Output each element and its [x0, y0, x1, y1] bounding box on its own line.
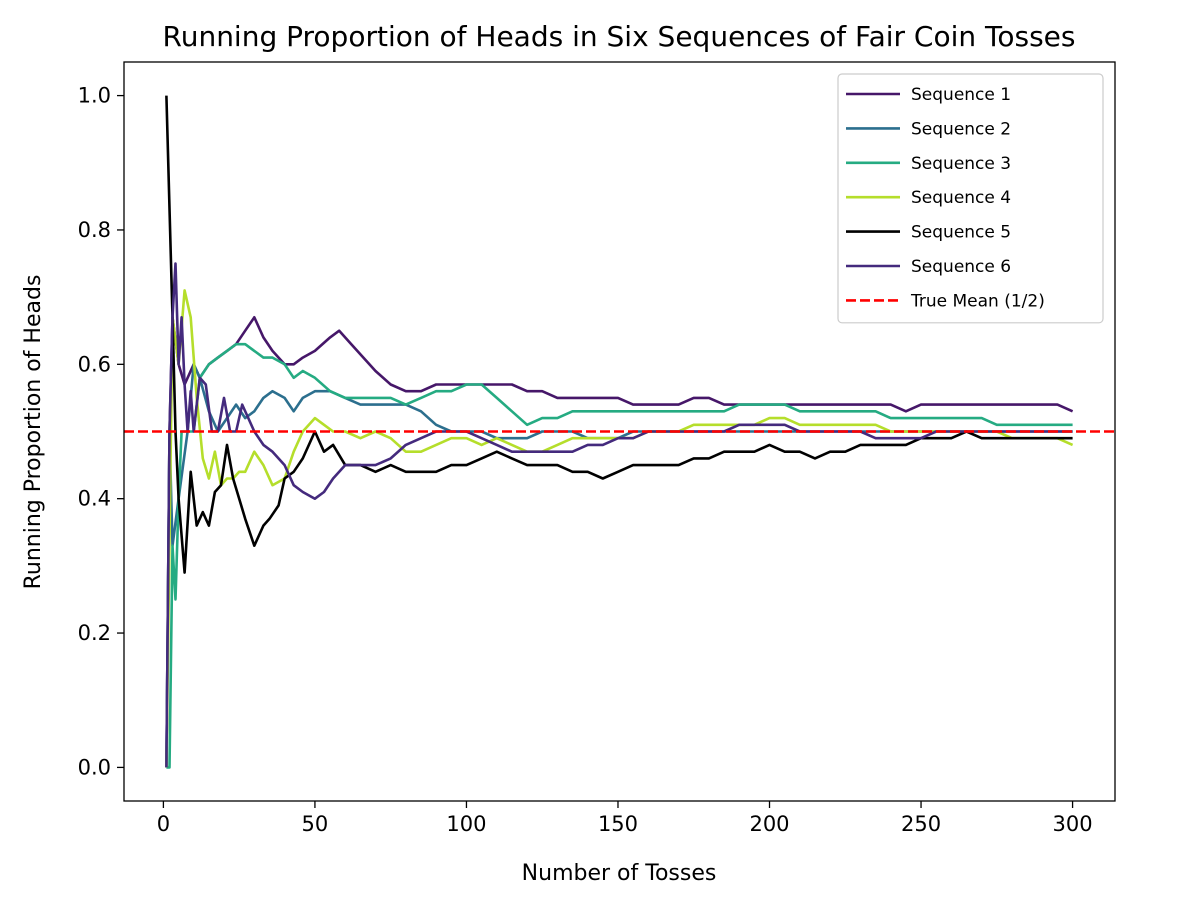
- chart-title: Running Proportion of Heads in Six Seque…: [163, 20, 1076, 53]
- legend-label: Sequence 1: [911, 85, 1011, 105]
- x-axis-label: Number of Tosses: [522, 861, 717, 886]
- y-axis-label: Running Proportion of Heads: [21, 275, 46, 590]
- series-line-6: [165, 262, 1073, 768]
- legend-label: Sequence 3: [911, 154, 1011, 174]
- legend: Sequence 1 Sequence 2 Sequence 3 Sequence 4…: [837, 73, 1104, 324]
- y-tick-label: 0.8: [78, 218, 111, 242]
- legend-box: [837, 73, 1104, 324]
- x-tick-label: 100: [446, 812, 486, 836]
- series-line-4: [165, 289, 1074, 768]
- legend-label: Sequence 4: [911, 188, 1011, 208]
- series-layer: [124, 95, 1115, 769]
- y-tick-label: 0.6: [78, 352, 111, 376]
- x-axis: 0 50 100 150 200 250 300: [157, 801, 1093, 836]
- series-line-5: [165, 95, 1073, 574]
- x-tick-label: 150: [598, 812, 638, 836]
- y-tick-label: 1.0: [78, 84, 111, 108]
- legend-label: True Mean (1/2): [910, 291, 1045, 311]
- x-tick-label: 250: [901, 812, 941, 836]
- y-axis: 0.0 0.2 0.4 0.6 0.8 1.0: [78, 84, 124, 779]
- series-line-3: [166, 342, 1073, 769]
- legend-label: Sequence 5: [911, 223, 1011, 243]
- series-line-1: [165, 315, 1074, 768]
- y-tick-label: 0.0: [78, 755, 111, 779]
- series-line-2: [165, 362, 1073, 768]
- legend-label: Sequence 6: [911, 257, 1011, 277]
- y-tick-label: 0.2: [78, 621, 111, 645]
- legend-label: Sequence 2: [911, 119, 1011, 139]
- x-tick-label: 200: [749, 812, 789, 836]
- x-tick-label: 50: [302, 812, 329, 836]
- y-tick-label: 0.4: [78, 487, 111, 511]
- x-tick-label: 0: [157, 812, 170, 836]
- x-tick-label: 300: [1053, 812, 1093, 836]
- plot-frame: [123, 61, 1116, 802]
